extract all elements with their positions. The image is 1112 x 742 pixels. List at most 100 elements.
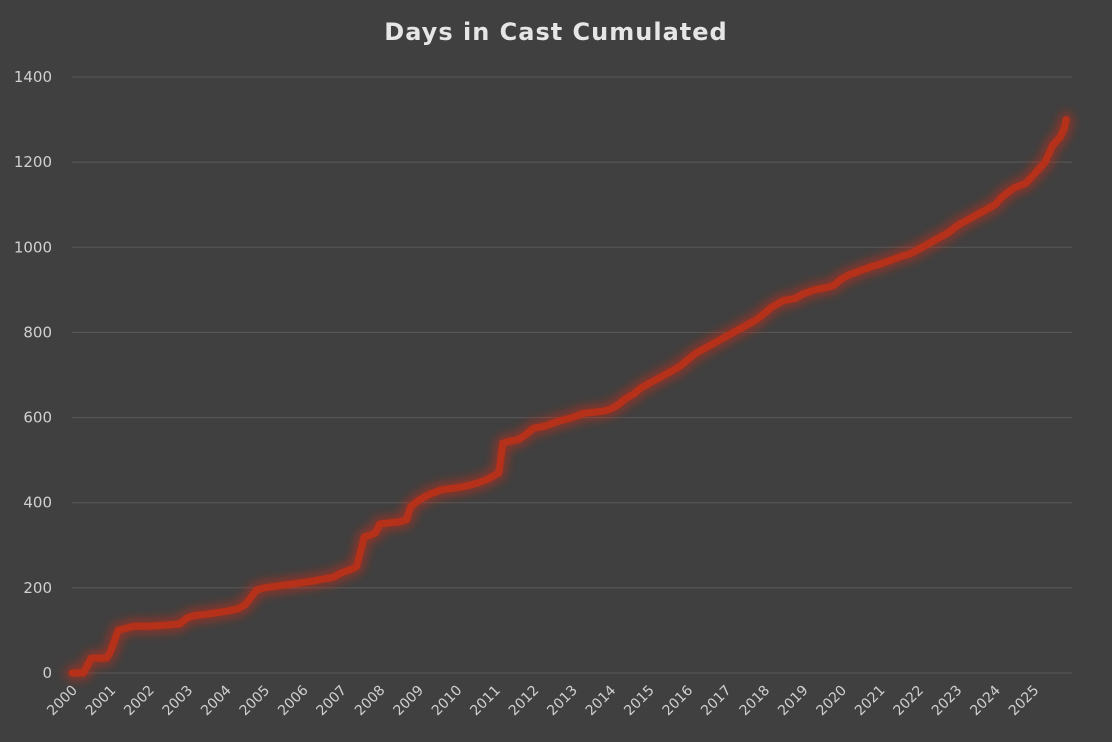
data-point xyxy=(888,257,894,263)
data-point xyxy=(407,504,413,510)
chart-title: Days in Cast Cumulated xyxy=(384,18,728,46)
x-tick-label: 2001 xyxy=(83,683,120,720)
data-point xyxy=(742,323,748,329)
x-tick-label: 2000 xyxy=(44,683,81,720)
x-tick-label: 2024 xyxy=(967,682,1004,719)
x-tick-label: 2021 xyxy=(852,683,889,720)
data-point xyxy=(654,376,660,382)
series-line-glow xyxy=(65,112,1074,680)
x-tick-label: 2009 xyxy=(390,683,427,720)
x-tick-label: 2004 xyxy=(198,682,235,719)
data-point xyxy=(588,409,594,415)
x-tick-label: 2014 xyxy=(583,682,620,719)
data-point xyxy=(523,432,529,438)
data-point xyxy=(204,611,210,617)
data-point xyxy=(631,391,637,397)
data-point xyxy=(638,385,644,391)
data-point xyxy=(1061,125,1067,131)
data-point xyxy=(977,210,983,216)
data-point xyxy=(192,613,198,619)
data-point xyxy=(581,410,587,416)
data-point xyxy=(761,310,767,316)
data-point xyxy=(607,406,613,412)
x-tick-label: 2006 xyxy=(275,682,312,719)
data-point xyxy=(177,621,183,627)
data-point xyxy=(415,498,421,504)
data-point xyxy=(223,608,229,614)
data-point xyxy=(823,285,829,291)
data-point xyxy=(1011,185,1017,191)
data-point xyxy=(369,532,375,538)
x-tick-label: 2023 xyxy=(929,683,966,720)
data-point xyxy=(769,304,775,310)
data-point xyxy=(723,334,729,340)
data-point xyxy=(107,649,113,655)
data-point xyxy=(404,517,410,523)
data-point xyxy=(307,578,313,584)
x-tick-label: 2005 xyxy=(237,683,274,720)
y-tick-label: 1000 xyxy=(14,238,52,256)
x-tick-label: 2019 xyxy=(775,683,812,720)
data-point xyxy=(800,291,806,297)
data-point xyxy=(1034,168,1040,174)
data-point xyxy=(531,425,537,431)
data-point xyxy=(1057,134,1063,140)
data-point xyxy=(984,206,990,212)
data-point xyxy=(946,229,952,235)
data-point xyxy=(184,615,190,621)
x-tick-label: 2013 xyxy=(544,683,581,720)
x-tick-label: 2002 xyxy=(121,683,158,720)
data-point xyxy=(496,470,502,476)
data-point xyxy=(1029,174,1035,180)
data-point xyxy=(465,483,471,489)
y-tick-label: 400 xyxy=(23,494,52,512)
y-tick-label: 0 xyxy=(42,664,52,682)
x-tick-label: 2017 xyxy=(698,683,735,720)
x-tick-label: 2012 xyxy=(506,683,543,720)
data-point xyxy=(846,272,852,278)
data-point xyxy=(146,623,152,629)
data-point xyxy=(215,610,221,616)
data-point xyxy=(838,276,844,282)
data-point xyxy=(569,415,575,421)
data-point xyxy=(331,574,337,580)
data-point xyxy=(831,283,837,289)
x-tick-label: 2010 xyxy=(429,683,466,720)
data-point xyxy=(338,570,344,576)
data-point xyxy=(1050,142,1056,148)
data-point xyxy=(500,440,506,446)
series-layer xyxy=(65,112,1074,680)
series-line xyxy=(68,116,1070,677)
data-point xyxy=(954,223,960,229)
data-point xyxy=(234,606,240,612)
x-tick-label: 2007 xyxy=(314,683,351,720)
data-point xyxy=(542,423,548,429)
data-point xyxy=(965,217,971,223)
y-tick-label: 200 xyxy=(23,579,52,597)
data-point xyxy=(1000,193,1006,199)
data-point xyxy=(677,363,683,369)
data-point xyxy=(292,581,298,587)
data-point xyxy=(934,236,940,242)
x-tick-label: 2020 xyxy=(814,683,851,720)
data-point xyxy=(731,329,737,335)
data-point xyxy=(254,587,260,593)
data-point xyxy=(600,408,606,414)
data-point xyxy=(377,521,383,527)
data-point xyxy=(477,479,483,485)
data-point xyxy=(646,381,652,387)
data-point xyxy=(427,491,433,497)
y-tick-label: 800 xyxy=(23,323,52,341)
data-point xyxy=(373,530,379,536)
data-point xyxy=(869,263,875,269)
x-tick-label: 2018 xyxy=(737,683,774,720)
data-point xyxy=(715,338,721,344)
data-point xyxy=(692,351,698,357)
y-tick-label: 600 xyxy=(23,409,52,427)
gridlines xyxy=(72,76,1072,674)
data-point xyxy=(484,476,490,482)
data-point xyxy=(1042,159,1048,165)
data-point xyxy=(161,622,167,628)
data-point xyxy=(396,519,402,525)
